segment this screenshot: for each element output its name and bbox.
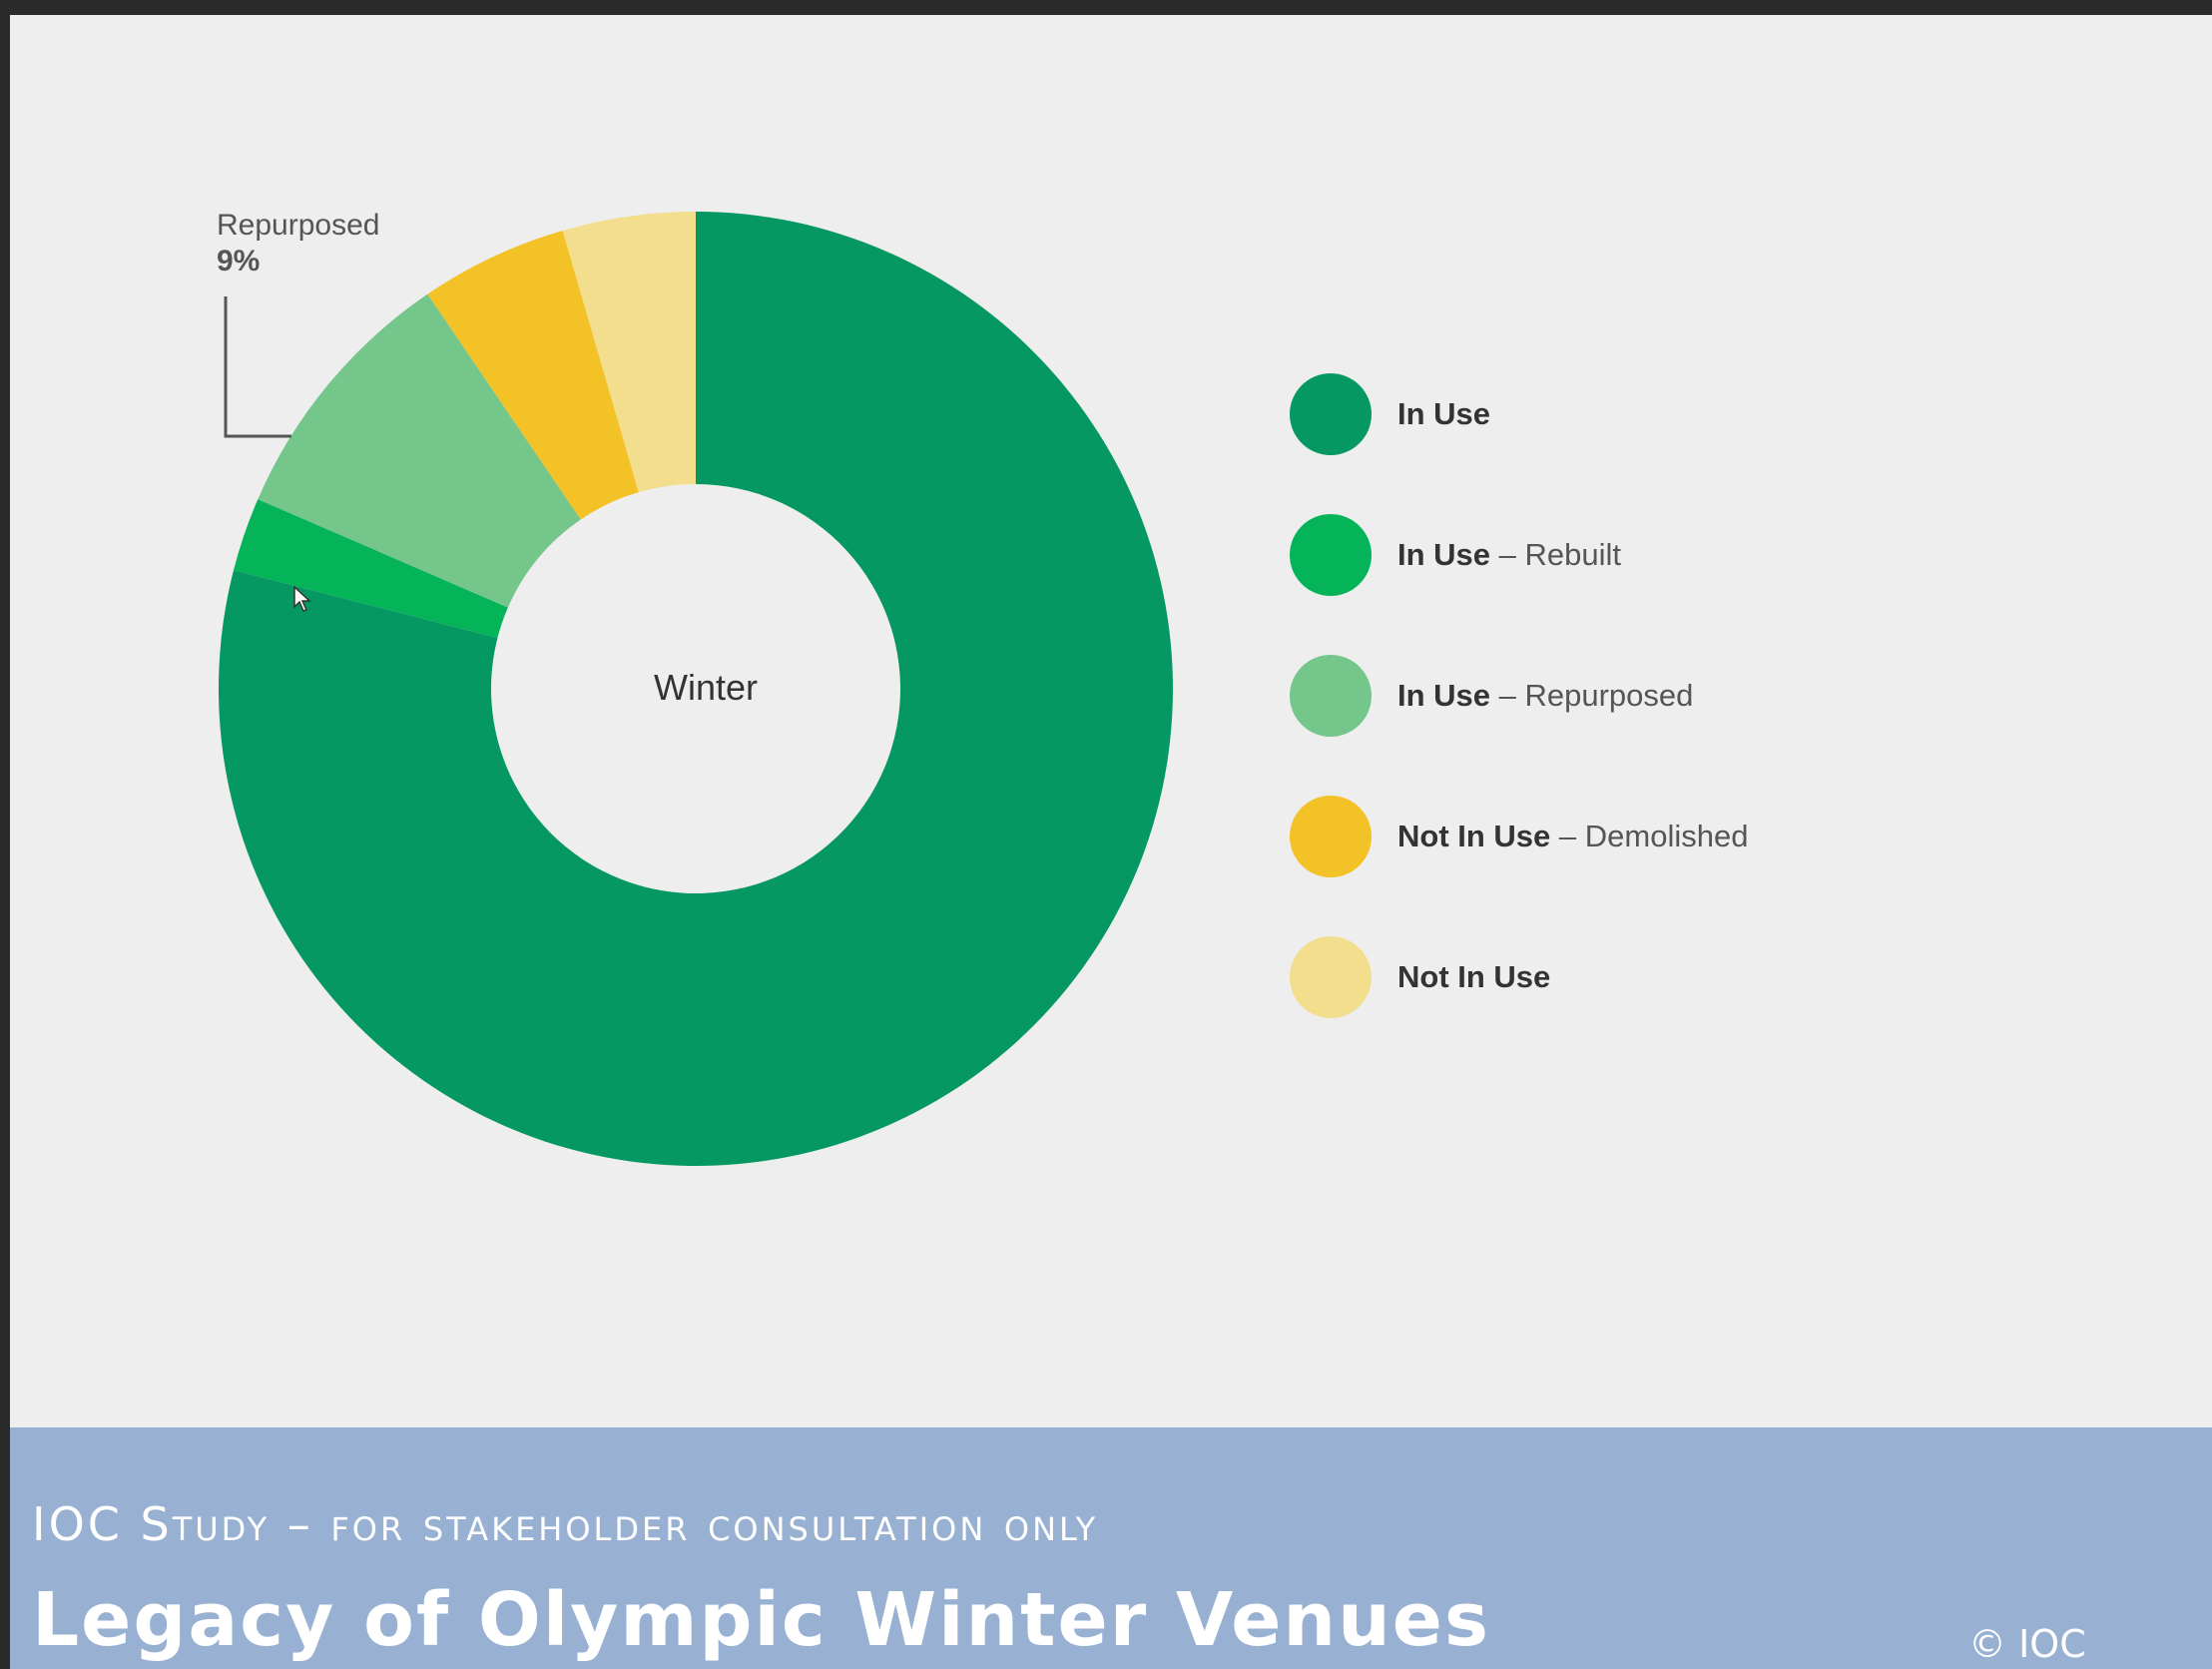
window-left-edge [0, 0, 10, 1669]
legend-label-2: In Use – Rebuilt [1397, 537, 1621, 573]
donut-center-label: Winter [653, 667, 758, 708]
legend-swatch-1 [1290, 373, 1372, 455]
donut-slice-4 [427, 230, 639, 520]
footer-banner: IOC Study – for stakeholder consultation… [10, 1427, 2212, 1669]
legend-label-strong: In Use [1397, 396, 1491, 431]
legend-item-3: In Use – Repurposed [1290, 654, 1988, 738]
donut-slices [218, 212, 1173, 1166]
legend-label-4: Not In Use – Demolished [1397, 819, 1748, 854]
legend-item-1: In Use [1290, 372, 1988, 456]
footer-copyright: © IOC [1968, 1622, 2086, 1666]
donut-chart [218, 212, 1173, 1166]
donut-slice-1 [218, 212, 1173, 1166]
legend-swatch-3 [1290, 655, 1372, 737]
callout-leader-line [224, 296, 291, 438]
legend-item-5: Not In Use [1290, 935, 1988, 1019]
slide: Winter Repurposed 9% In Use In Use – Rebu… [10, 15, 2212, 1669]
legend-label-strong: In Use [1397, 537, 1491, 572]
legend-label-detail: – Rebuilt [1490, 537, 1621, 572]
mouse-cursor-icon [293, 586, 311, 612]
legend-label-strong: Not In Use [1397, 959, 1551, 994]
donut-slice-2 [234, 499, 508, 639]
legend-item-4: Not In Use – Demolished [1290, 795, 1988, 878]
legend-label-strong: In Use [1397, 678, 1491, 713]
legend-swatch-5 [1290, 936, 1372, 1018]
legend-label-detail: – Demolished [1550, 819, 1749, 853]
footer-subtitle: IOC Study – for stakeholder consultation… [32, 1497, 1099, 1551]
legend-label-5: Not In Use [1397, 959, 1550, 995]
callout-value: 9% [217, 245, 261, 278]
donut-slice-5 [562, 212, 696, 493]
legend-label-detail: – Repurposed [1490, 678, 1694, 713]
window-top-bar [0, 0, 2212, 15]
legend-swatch-4 [1290, 796, 1372, 877]
legend-label-1: In Use [1397, 396, 1490, 432]
repurposed-callout: Repurposed 9% [217, 208, 379, 279]
legend-item-2: In Use – Rebuilt [1290, 513, 1988, 597]
donut-slice-3 [258, 293, 581, 608]
legend-label-strong: Not In Use [1397, 819, 1551, 853]
legend-label-3: In Use – Repurposed [1397, 678, 1693, 714]
legend-swatch-2 [1290, 514, 1372, 596]
footer-title: Legacy of Olympic Winter Venues [32, 1577, 1490, 1663]
callout-label: Repurposed [217, 209, 380, 242]
